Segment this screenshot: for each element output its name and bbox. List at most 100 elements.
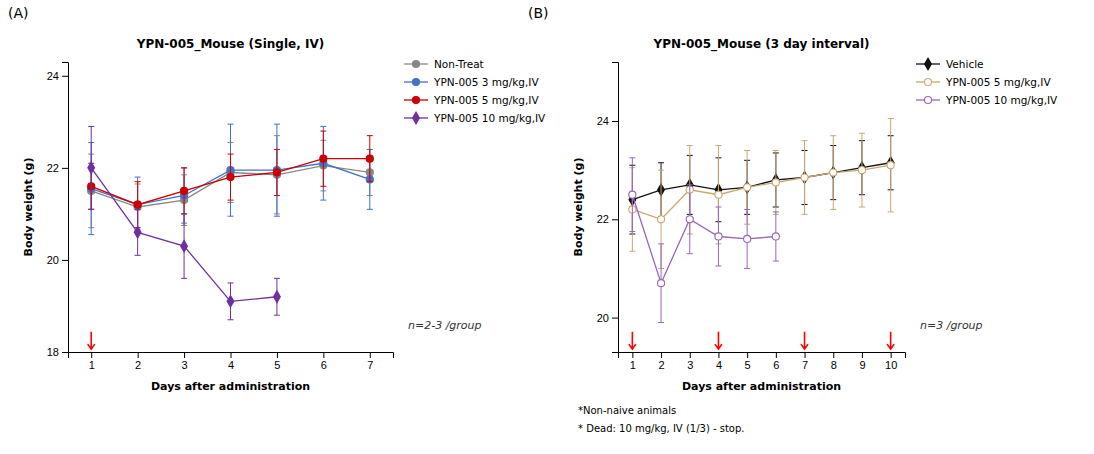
error-bar — [629, 158, 635, 232]
point — [772, 179, 779, 186]
tick-label: 8 — [831, 359, 837, 371]
tick-mark — [62, 168, 68, 169]
series — [88, 131, 374, 228]
footnote: * Dead: 10 mg/kg, IV (1/3) - stop. — [578, 423, 745, 434]
tick-label: 7 — [367, 359, 373, 371]
tick: 3 — [687, 352, 693, 371]
point — [227, 295, 234, 307]
tick: 4 — [228, 352, 234, 371]
tick: 24 — [47, 70, 68, 82]
series-line — [632, 163, 890, 200]
tick-label: 24 — [597, 115, 609, 127]
tick: 6 — [773, 352, 779, 371]
tick: 24 — [597, 115, 618, 127]
point — [657, 216, 664, 223]
legend-marker — [925, 58, 932, 70]
tick: 8 — [831, 352, 837, 371]
tick-mark — [277, 352, 278, 358]
annotation: n=3 /group — [920, 319, 983, 332]
y-axis-title: Body weight (g) — [22, 158, 35, 257]
injection-arrow — [801, 332, 808, 349]
point — [134, 201, 141, 208]
tick-mark — [138, 352, 139, 358]
point — [273, 169, 280, 176]
error-bar — [888, 119, 894, 212]
tick: 22 — [47, 162, 68, 174]
legend-marker — [412, 96, 419, 103]
tick-label: 10 — [885, 359, 897, 371]
tick: 20 — [597, 312, 618, 324]
tick-mark — [718, 352, 719, 358]
series — [88, 124, 374, 234]
legend-entry: YPN-005 3 mg/kg,IV — [404, 76, 539, 88]
plot-marks — [88, 124, 374, 320]
tick-mark — [747, 352, 748, 358]
tick: 9 — [859, 352, 865, 371]
tick-label: 4 — [228, 359, 234, 371]
tick-mark — [805, 352, 806, 358]
point — [181, 187, 188, 194]
y-axis-title: Body weight (g) — [572, 158, 585, 257]
point — [744, 235, 751, 242]
tick-label: 20 — [597, 312, 609, 324]
chart-title: YPN-005_Mouse (3 day interval) — [652, 37, 869, 52]
x-axis-title: Days after administration — [682, 380, 841, 393]
legend-label: YPN-005 5 mg/kg,IV — [945, 76, 1051, 88]
tick-label: 22 — [597, 213, 609, 225]
tick: 5 — [274, 352, 280, 371]
axis-line — [619, 353, 906, 359]
x-axis-title: Days after administration — [151, 380, 310, 393]
tick: 5 — [745, 352, 751, 371]
point — [134, 226, 141, 238]
tick-mark — [612, 219, 618, 220]
arrows — [629, 332, 894, 349]
error-bar — [320, 131, 326, 186]
tick-mark — [62, 260, 68, 261]
error-bar — [274, 278, 280, 315]
legend-label: Non-Treat — [434, 58, 484, 70]
legend: VehicleYPN-005 5 mg/kg,IVYPN-005 10 mg/k… — [916, 58, 1058, 106]
tick-label: 1 — [630, 359, 636, 371]
error-bar — [859, 133, 865, 207]
tick: 22 — [597, 213, 618, 225]
plot-marks — [629, 119, 894, 323]
error-bar — [773, 150, 779, 214]
error-bar — [135, 209, 141, 255]
error-bar — [744, 209, 750, 268]
panel-label: (A) — [8, 5, 29, 21]
chart-root: (A)YPN-005_Mouse (Single, IV)12345671820… — [0, 0, 1094, 454]
tick-label: 20 — [47, 254, 59, 266]
tick-label: 24 — [47, 70, 59, 82]
tick-label: 3 — [182, 359, 188, 371]
error-bar — [274, 149, 280, 195]
point — [715, 191, 722, 198]
point — [657, 280, 664, 287]
tick-label: 9 — [859, 359, 865, 371]
axis-line — [69, 353, 394, 359]
error-bar — [715, 207, 721, 266]
legend-label: YPN-005 10 mg/kg,IV — [945, 94, 1058, 106]
tick-mark — [91, 352, 92, 358]
error-bar — [228, 154, 234, 200]
legend-entry: YPN-005 5 mg/kg,IV — [404, 94, 539, 106]
tick-mark — [612, 318, 618, 319]
tick-label: 5 — [274, 359, 280, 371]
panel-label: (B) — [528, 5, 549, 21]
tick-label: 3 — [687, 359, 693, 371]
tick-mark — [323, 352, 324, 358]
tick-label: 2 — [135, 359, 141, 371]
legend-label: YPN-005 10 mg/kg,IV — [433, 112, 546, 124]
tick: 1 — [89, 352, 95, 371]
tick-mark — [62, 76, 68, 77]
tick: 1 — [630, 352, 636, 371]
point — [274, 291, 281, 303]
tick: 20 — [47, 254, 68, 266]
tick-mark — [62, 352, 68, 353]
injection-arrow — [887, 332, 894, 349]
point — [715, 233, 722, 240]
point — [629, 191, 636, 198]
arrows — [88, 332, 95, 349]
error-bar — [658, 244, 664, 323]
tick-mark — [370, 352, 371, 358]
legend-marker — [412, 60, 419, 67]
